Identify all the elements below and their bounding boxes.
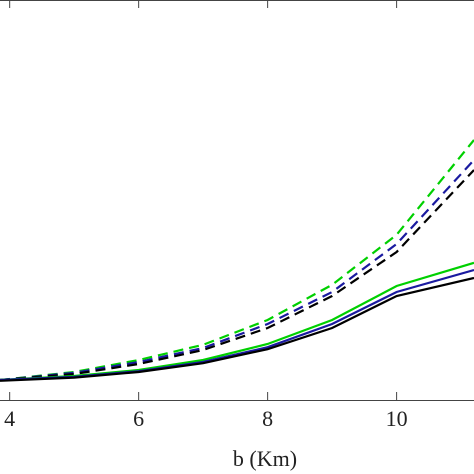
x-tick-label: 6 <box>133 406 144 431</box>
data-line <box>0 139 474 382</box>
x-tick-label: 4 <box>4 406 15 431</box>
data-line <box>0 268 474 382</box>
data-line <box>0 276 474 382</box>
x-tick-label: 8 <box>262 406 273 431</box>
x-tick-label: 10 <box>386 406 408 431</box>
data-line <box>0 159 474 382</box>
x-axis-label: b (Km) <box>233 446 297 471</box>
data-line <box>0 169 474 382</box>
data-line <box>0 261 474 382</box>
